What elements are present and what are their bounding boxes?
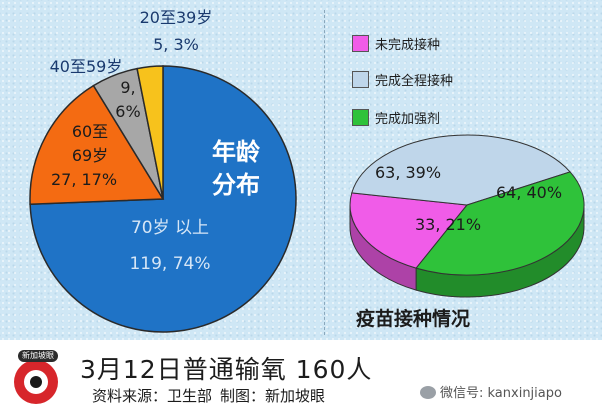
legend-item-fully-vaccinated: 完成全程接种 [352, 70, 453, 89]
age-slice-value-0: 119, 74% [129, 254, 210, 274]
chart-divider [324, 10, 325, 335]
logo-pupil [30, 376, 42, 388]
age-slice-1 [29, 84, 165, 205]
age-slice-value-3: 5, 3% [153, 35, 199, 54]
vaccine-slice-value-0: 33, 21% [415, 215, 481, 234]
age-slice-label-2: 40至59岁 [50, 57, 123, 76]
footer-title: 3月12日普通输氧 160人 [80, 355, 373, 384]
footer-bar [0, 340, 602, 418]
legend-item-unvaccinated: 未完成接种 [352, 34, 440, 53]
legend-item-booster: 完成加强剂 [352, 108, 440, 127]
wechat-id: 微信号: kanxinjiapo [420, 382, 562, 401]
legend-swatch-booster [352, 109, 369, 126]
vaccination-chart-title: 疫苗接种情况 [356, 308, 471, 330]
age-chart-title-line1: 年龄 [212, 138, 261, 166]
age-chart-title-line2: 分布 [212, 171, 260, 199]
credit-text: 制图：新加坡眼 [220, 387, 326, 405]
vaccine-slice-1 [351, 134, 571, 206]
vaccine-slice-value-1: 63, 39% [375, 163, 441, 182]
age-slice-label-0: 70岁 以上 [131, 218, 209, 238]
age-slice-label-3: 20至39岁 [140, 8, 213, 27]
legend-swatch-fully-vaccinated [352, 71, 369, 88]
wechat-icon [420, 386, 436, 399]
legend-swatch-unvaccinated [352, 35, 369, 52]
age-slice-value-2b: 6% [115, 102, 140, 121]
age-slice-3 [136, 65, 164, 200]
legend-label-booster: 完成加强剂 [375, 112, 441, 127]
legend-label-unvaccinated: 未完成接种 [375, 38, 441, 53]
vaccine-slice-value-2: 64, 40% [496, 183, 562, 202]
legend-label-fully-vaccinated: 完成全程接种 [375, 74, 454, 89]
logo-text: 新加坡眼 [18, 350, 58, 362]
vaccine-slice-0 [349, 192, 468, 269]
age-slice-label-1a: 60至 [72, 122, 108, 141]
age-slice-value-2a: 9, [120, 78, 135, 97]
age-slice-label-1b: 69岁 [72, 146, 108, 165]
wechat-text: 微信号: kanxinjiapo [440, 386, 562, 401]
vaccine-slice-2 [415, 171, 585, 276]
source-text: 资料来源：卫生部 [92, 387, 213, 405]
age-slice-value-1: 27, 17% [51, 170, 117, 189]
